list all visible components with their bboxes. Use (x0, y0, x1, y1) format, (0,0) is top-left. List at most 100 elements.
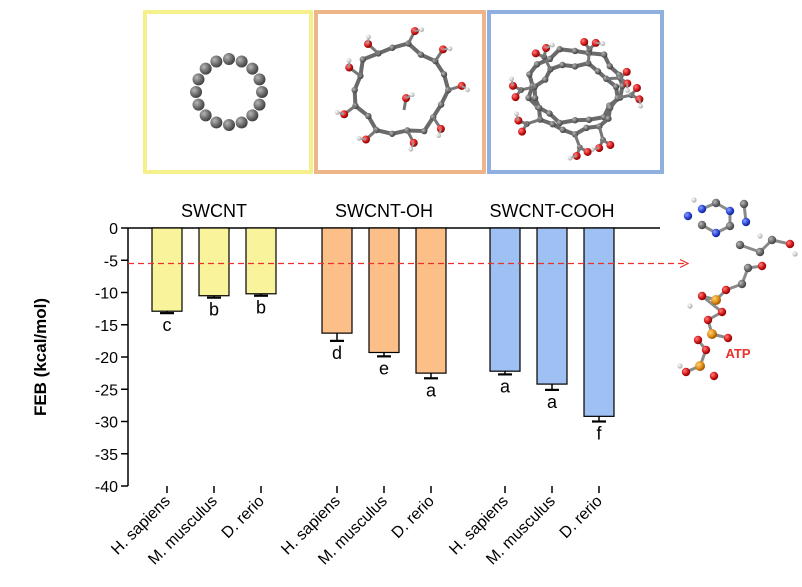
oxygen-atom (632, 83, 641, 92)
bar (368, 227, 400, 354)
atom (725, 221, 735, 231)
oxygen-atom (606, 141, 615, 150)
carbon-atom (546, 110, 553, 117)
hydrogen-atom (366, 34, 371, 40)
carbon-atom (235, 116, 248, 129)
swcnt-ring-illustration (190, 53, 268, 131)
atom (767, 235, 777, 245)
hydrogen-atom (638, 103, 644, 109)
x-tick-label: D. rerio (389, 493, 438, 542)
carbon-atom (606, 63, 613, 70)
bar (583, 227, 615, 417)
swcnt-panel (143, 10, 313, 174)
hydrogen-atom (792, 251, 798, 257)
carbon-atom (246, 109, 259, 122)
carbon-atom (192, 73, 205, 86)
carbon-atom (556, 119, 563, 127)
carbon-atom (351, 86, 358, 94)
atom (703, 315, 713, 325)
atom (717, 307, 727, 317)
group-label: SWCNT-COOH (490, 201, 615, 221)
carbon-atom (210, 55, 223, 68)
carbon-atom (535, 104, 543, 112)
carbon-atom (388, 130, 396, 137)
carbon-atom (421, 127, 428, 135)
carbon-atom (253, 98, 266, 111)
carbon-atom (246, 62, 259, 75)
bar (489, 227, 521, 372)
hydrogen-atom (757, 233, 763, 239)
atom (701, 345, 711, 355)
carbon-atom (571, 47, 579, 55)
carbon-atom (542, 76, 549, 83)
atom (697, 291, 707, 301)
hydrogen-atom (409, 92, 415, 98)
significance-letter: d (332, 343, 342, 363)
hydrogen-atom (514, 111, 519, 117)
carbon-atom (605, 115, 612, 122)
atom (683, 211, 693, 221)
swcnt-oh-panel (314, 10, 486, 174)
carbon-atom (533, 61, 541, 68)
carbon-atom (559, 61, 566, 69)
atom (697, 204, 707, 214)
carbon-atom (365, 112, 372, 120)
oxygen-atom (511, 93, 520, 102)
y-tick-label: -5 (104, 253, 118, 270)
carbon-atom (526, 71, 533, 78)
hydrogen-atom (447, 46, 453, 52)
carbon-atom (389, 44, 396, 51)
bar (198, 227, 230, 297)
x-tick-label: D. rerio (557, 493, 606, 542)
carbon-atom (549, 120, 556, 128)
atom (711, 198, 721, 208)
atom (741, 217, 751, 227)
hydrogen-atom (691, 197, 697, 203)
significance-letter: b (209, 300, 219, 320)
carbon-atom (359, 56, 367, 63)
carbon-atom (583, 124, 590, 132)
hydrogen-atom (335, 110, 340, 115)
carbon-atom (525, 94, 532, 102)
significance-letter: e (379, 358, 389, 378)
carbon-atom (571, 63, 579, 70)
carbon-atom (210, 116, 223, 129)
significance-letter: a (426, 380, 437, 400)
bar (415, 227, 447, 374)
hydrogen-atom (419, 27, 425, 33)
atom (785, 239, 795, 249)
swcnt-cooh-illustration (508, 37, 644, 161)
atom (739, 199, 749, 209)
y-tick-label: -35 (95, 447, 118, 464)
carbon-atom (253, 73, 266, 86)
oxygen-atom (531, 49, 540, 58)
y-tick-label: -25 (95, 382, 118, 399)
atom (743, 263, 753, 273)
oxygen-atom (583, 147, 592, 156)
bar (151, 227, 183, 312)
carbon-atom (546, 55, 554, 63)
atom (735, 240, 745, 250)
hydrogen-atom (436, 133, 442, 138)
carbon-atom (199, 62, 212, 75)
y-axis-title: FEB (kcal/mol) (31, 298, 50, 416)
hydrogen-atom (549, 42, 555, 48)
hydrogen-atom (346, 58, 352, 63)
hydrogen-atom (687, 303, 693, 309)
significance-letter: a (500, 376, 511, 396)
structure-panels (143, 10, 664, 174)
carbon-atom (585, 116, 593, 123)
hydrogen-atom (509, 76, 515, 82)
significance-letter: b (256, 298, 266, 318)
carbon-atom (256, 86, 268, 98)
carbon-atom (223, 53, 235, 65)
reference-arrow (679, 258, 690, 269)
hydrogen-atom (465, 87, 470, 93)
bar (536, 227, 568, 385)
y-tick-label: -10 (95, 286, 118, 303)
carbon-atom (594, 68, 602, 75)
hydrogen-atom (600, 41, 606, 47)
carbon-atom (190, 86, 202, 98)
carbon-atom (612, 83, 620, 90)
